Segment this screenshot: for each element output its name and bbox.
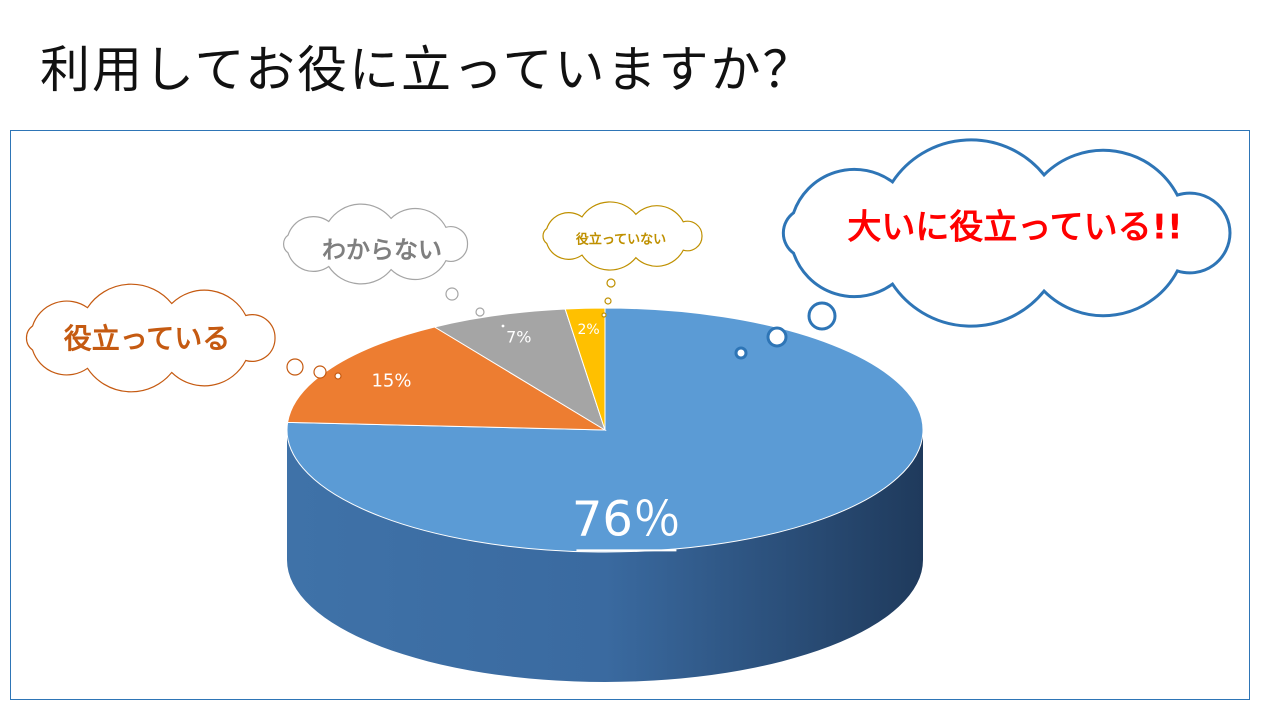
thought-bubble-dot [475, 307, 485, 317]
thought-bubble-dot [334, 372, 342, 380]
thought-bubble-dot [766, 326, 788, 348]
chart-frame [10, 130, 1250, 700]
bubble-category-label: 役立っている [64, 322, 231, 355]
thought-bubble-dot [807, 301, 837, 331]
thought-bubble [781, 138, 1232, 328]
thought-bubble-dot [604, 297, 612, 305]
slice-value-label: 7% [506, 328, 531, 347]
bubble-category-label: わからない [322, 236, 442, 264]
bubble-category-label: 役立っていない [576, 232, 666, 248]
thought-bubble [282, 203, 469, 285]
thought-bubble-dot [286, 358, 304, 376]
thought-bubble-dot [313, 365, 327, 379]
thought-bubble-dot [445, 287, 459, 301]
slice-value-label: 15% [371, 371, 411, 392]
slice-value-label: 76％ [572, 491, 681, 547]
thought-bubble-dot [500, 323, 506, 329]
pie-slice [287, 326, 607, 431]
thought-bubble [542, 201, 703, 271]
thought-bubble-dot [606, 278, 616, 288]
pie-slice [433, 308, 606, 432]
thought-bubble [25, 283, 276, 393]
slice-value-label: 2% [578, 322, 600, 338]
thought-bubble-dot [734, 346, 748, 360]
pie-side-wall [287, 430, 923, 682]
pie-slice [564, 307, 606, 431]
thought-bubble-dot [601, 312, 607, 318]
bubble-category-label: 大いに役立っている!! [847, 208, 1182, 248]
page-title: 利用してお役に立っていますか？ [40, 41, 815, 99]
